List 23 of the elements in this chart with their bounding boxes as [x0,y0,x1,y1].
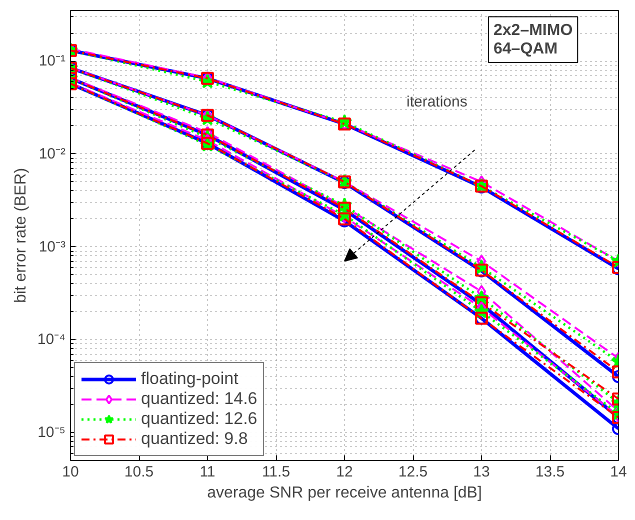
x-tick-label: 10.5 [124,464,154,480]
y-tick-label: 10⁻² [38,145,66,162]
x-axis-title: average SNR per receive antenna [dB] [207,484,482,502]
annotation: 64–QAM [494,40,558,58]
y-axis-title: bit error rate (BER) [12,168,30,304]
legend-label: floating-point [141,369,238,389]
legend-label: quantized: 12.6 [141,409,258,429]
legend-label: quantized: 9.8 [141,429,248,449]
y-tick-label: 10⁻¹ [38,52,66,70]
x-tick-label: 14 [610,464,627,480]
annotation: 2x2–MIMO [494,22,573,39]
x-tick-label: 12 [336,464,353,480]
y-tick-label: 10⁻³ [38,238,66,256]
legend-label: quantized: 14.6 [141,389,258,409]
y-tick-label: 10⁻⁵ [38,424,66,442]
x-tick-label: 10 [62,464,79,480]
annotation: iterations [406,94,468,110]
x-tick-label: 13 [473,464,490,480]
x-tick-label: 11 [200,464,216,480]
x-tick-label: 12.5 [398,464,428,480]
y-tick-label: 10⁻⁴ [37,331,66,348]
x-tick-label: 11.5 [262,464,290,480]
x-tick-label: 13.5 [535,464,565,480]
